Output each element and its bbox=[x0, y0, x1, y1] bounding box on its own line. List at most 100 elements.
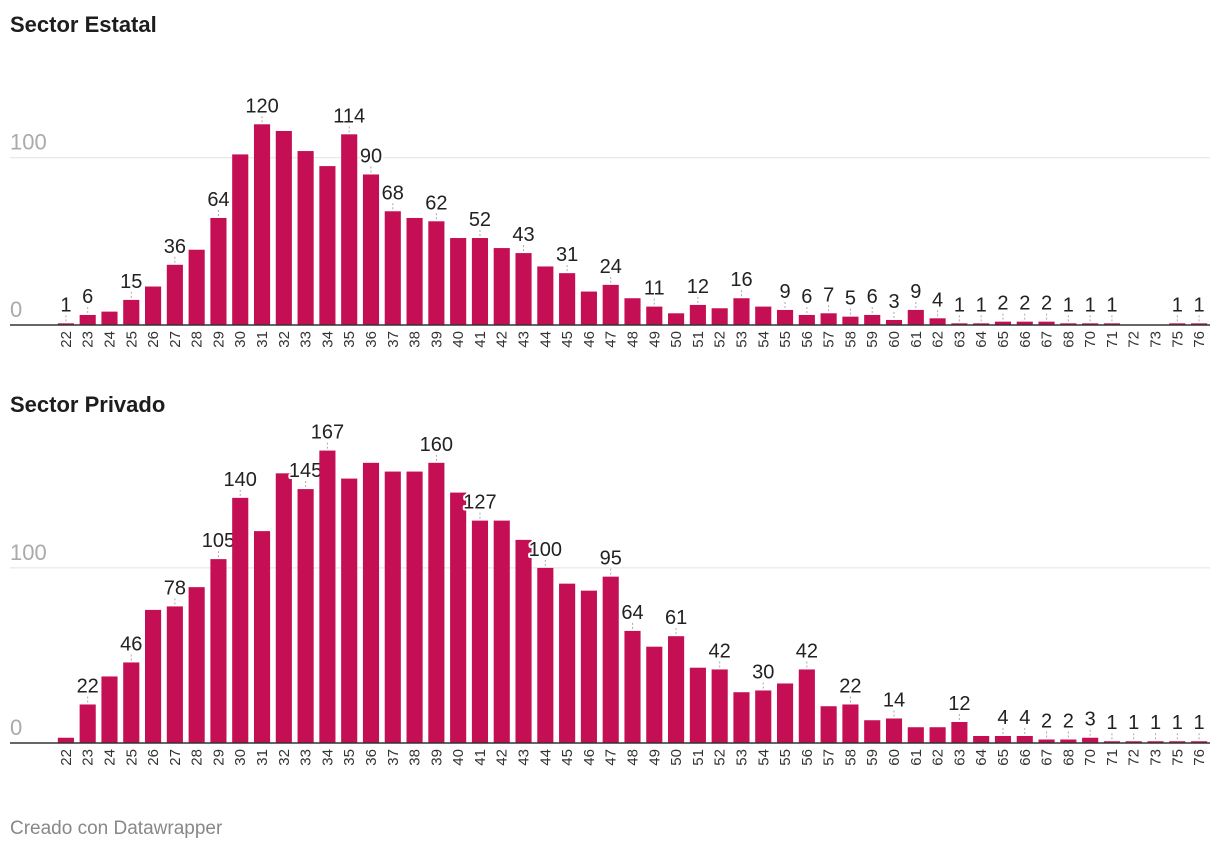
bar-30 bbox=[232, 497, 249, 743]
value-label-58: 5 bbox=[845, 288, 856, 310]
bar-25 bbox=[123, 299, 140, 325]
bar-36 bbox=[362, 462, 380, 743]
x-tick-22: 22 bbox=[58, 331, 75, 348]
x-tick-64: 64 bbox=[973, 749, 990, 766]
value-label-76: 1 bbox=[1194, 294, 1205, 316]
x-tick-32: 32 bbox=[276, 749, 293, 766]
bar-44 bbox=[537, 266, 554, 325]
value-label-56: 6 bbox=[801, 286, 812, 308]
bar-31 bbox=[253, 531, 271, 743]
x-tick-70: 70 bbox=[1082, 331, 1099, 348]
bar-40 bbox=[450, 492, 467, 743]
x-tick-29: 29 bbox=[210, 749, 227, 766]
x-tick-76: 76 bbox=[1191, 749, 1208, 766]
bar-34 bbox=[319, 450, 336, 743]
bar-27 bbox=[166, 264, 183, 325]
bar-25 bbox=[123, 662, 140, 743]
value-label-27: 36 bbox=[164, 236, 186, 258]
x-tick-48: 48 bbox=[625, 749, 642, 766]
x-tick-49: 49 bbox=[646, 749, 663, 766]
bar-72 bbox=[1125, 741, 1142, 743]
value-label-23: 22 bbox=[77, 675, 99, 697]
bar-43 bbox=[515, 253, 532, 325]
x-tick-37: 37 bbox=[385, 749, 402, 766]
bar-22 bbox=[57, 737, 74, 743]
bar-45 bbox=[559, 583, 576, 743]
bar-44 bbox=[537, 567, 554, 743]
x-tick-56: 56 bbox=[799, 749, 816, 766]
x-tick-61: 61 bbox=[908, 331, 925, 348]
bar-57 bbox=[820, 706, 837, 743]
value-label-30: 140 bbox=[224, 469, 257, 491]
bar-31 bbox=[253, 124, 271, 326]
bar-68 bbox=[1060, 739, 1077, 743]
x-tick-71: 71 bbox=[1104, 749, 1121, 766]
bar-23 bbox=[79, 704, 96, 743]
x-tick-65: 65 bbox=[995, 331, 1012, 348]
bar-38 bbox=[406, 217, 423, 325]
x-tick-41: 41 bbox=[472, 749, 489, 766]
bar-70 bbox=[1082, 323, 1099, 325]
x-tick-46: 46 bbox=[581, 749, 598, 766]
bar-32 bbox=[275, 130, 292, 325]
bar-28 bbox=[188, 249, 205, 325]
value-label-58: 22 bbox=[839, 675, 861, 697]
x-tick-54: 54 bbox=[755, 749, 772, 766]
bar-36 bbox=[362, 174, 380, 325]
value-label-22: 1 bbox=[60, 294, 71, 316]
x-tick-36: 36 bbox=[363, 331, 380, 348]
x-tick-58: 58 bbox=[842, 331, 859, 348]
x-tick-59: 59 bbox=[864, 331, 881, 348]
x-tick-52: 52 bbox=[712, 331, 729, 348]
bar-26 bbox=[145, 286, 162, 325]
value-label-73: 1 bbox=[1150, 712, 1161, 734]
x-tick-71: 71 bbox=[1104, 331, 1121, 348]
bar-52 bbox=[711, 308, 728, 325]
bar-65 bbox=[994, 735, 1012, 743]
value-label-39: 160 bbox=[420, 434, 453, 456]
bar-47 bbox=[602, 284, 619, 325]
bar-37 bbox=[384, 471, 401, 743]
bar-71 bbox=[1103, 741, 1120, 743]
bar-66 bbox=[1016, 735, 1033, 743]
bar-59 bbox=[864, 314, 881, 325]
bar-51 bbox=[689, 667, 706, 743]
bar-71 bbox=[1103, 323, 1120, 325]
value-label-57: 7 bbox=[823, 284, 834, 306]
x-tick-45: 45 bbox=[559, 331, 576, 348]
x-tick-34: 34 bbox=[319, 331, 336, 348]
bar-57 bbox=[820, 313, 837, 325]
value-label-27: 78 bbox=[164, 577, 186, 599]
x-tick-44: 44 bbox=[537, 331, 554, 348]
bar-48 bbox=[624, 298, 641, 325]
bar-76 bbox=[1191, 323, 1208, 325]
x-tick-62: 62 bbox=[930, 749, 947, 766]
bar-26 bbox=[145, 609, 162, 743]
value-label-37: 68 bbox=[382, 182, 404, 204]
value-label-65: 4 bbox=[997, 707, 1008, 729]
x-tick-57: 57 bbox=[821, 749, 838, 766]
bar-47 bbox=[602, 576, 619, 743]
value-label-70: 1 bbox=[1085, 294, 1096, 316]
x-tick-37: 37 bbox=[385, 331, 402, 348]
bar-56 bbox=[798, 314, 815, 325]
x-tick-57: 57 bbox=[821, 331, 838, 348]
chart-title-privado: Sector Privado bbox=[10, 392, 166, 417]
bar-28 bbox=[188, 587, 205, 743]
bar-29 bbox=[210, 217, 227, 325]
x-tick-73: 73 bbox=[1148, 749, 1165, 766]
value-label-51: 12 bbox=[687, 276, 709, 298]
x-tick-51: 51 bbox=[690, 331, 707, 348]
bar-54 bbox=[755, 306, 772, 325]
bar-58 bbox=[842, 704, 859, 743]
value-label-34: 167 bbox=[311, 422, 344, 444]
bar-35 bbox=[341, 134, 358, 325]
bar-60 bbox=[885, 718, 903, 743]
x-tick-65: 65 bbox=[995, 749, 1012, 766]
value-label-39: 62 bbox=[425, 192, 447, 214]
x-tick-58: 58 bbox=[842, 749, 859, 766]
value-label-56: 42 bbox=[796, 640, 818, 662]
value-label-64: 1 bbox=[976, 294, 987, 316]
